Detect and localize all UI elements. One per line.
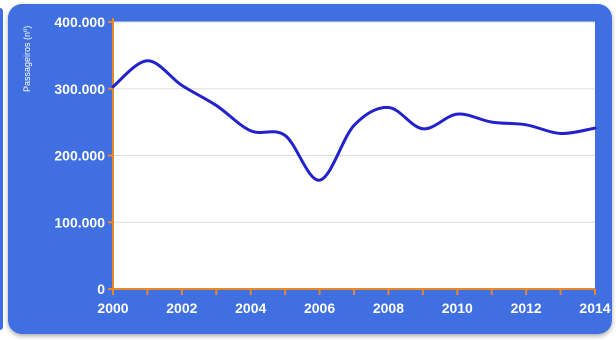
data-point-2011	[490, 121, 493, 124]
data-point-2003	[215, 104, 218, 107]
data-point-2013	[559, 132, 562, 135]
x-tick-label-2: 2004	[235, 300, 266, 316]
data-point-2005	[284, 134, 287, 137]
y-tick-label-4: 400.000	[54, 14, 105, 30]
series-line-0	[111, 59, 597, 182]
y-tick-label-2: 200.000	[54, 148, 105, 164]
left-panel-edge	[0, 8, 3, 330]
x-tick-label-5: 2010	[442, 300, 473, 316]
data-point-2001	[146, 59, 149, 62]
x-tick-label-1: 2002	[166, 300, 197, 316]
y-tick-label-0: 0	[97, 281, 105, 297]
y-tick-label-3: 300.000	[54, 81, 105, 97]
x-tick-label-3: 2006	[304, 300, 335, 316]
data-point-2010	[456, 113, 459, 116]
y-tick-labels: 0 100.000 200.000 300.000 400.000	[54, 14, 105, 297]
data-point-2002	[180, 84, 183, 87]
data-point-2012	[525, 123, 528, 126]
data-point-2009	[421, 127, 424, 130]
y-tick-label-1: 100.000	[54, 214, 105, 230]
data-point-2007	[353, 124, 356, 127]
x-tick-label-0: 2000	[97, 300, 128, 316]
x-tick-label-7: 2014	[579, 300, 610, 316]
data-point-2008	[387, 106, 390, 109]
y-axis-title: Passageiros (nº)	[22, 26, 32, 92]
data-point-2006	[318, 179, 321, 182]
x-tick-labels: 2000 2002 2004 2006 2008 2010 2012 2014	[97, 300, 610, 316]
data-point-2000	[112, 85, 115, 88]
data-point-2004	[249, 129, 252, 132]
series-group	[111, 59, 597, 182]
axes	[108, 18, 596, 295]
gridlines	[113, 21, 595, 223]
x-tick-label-6: 2012	[511, 300, 542, 316]
data-point-2014	[594, 127, 597, 130]
x-tick-label-4: 2008	[373, 300, 404, 316]
